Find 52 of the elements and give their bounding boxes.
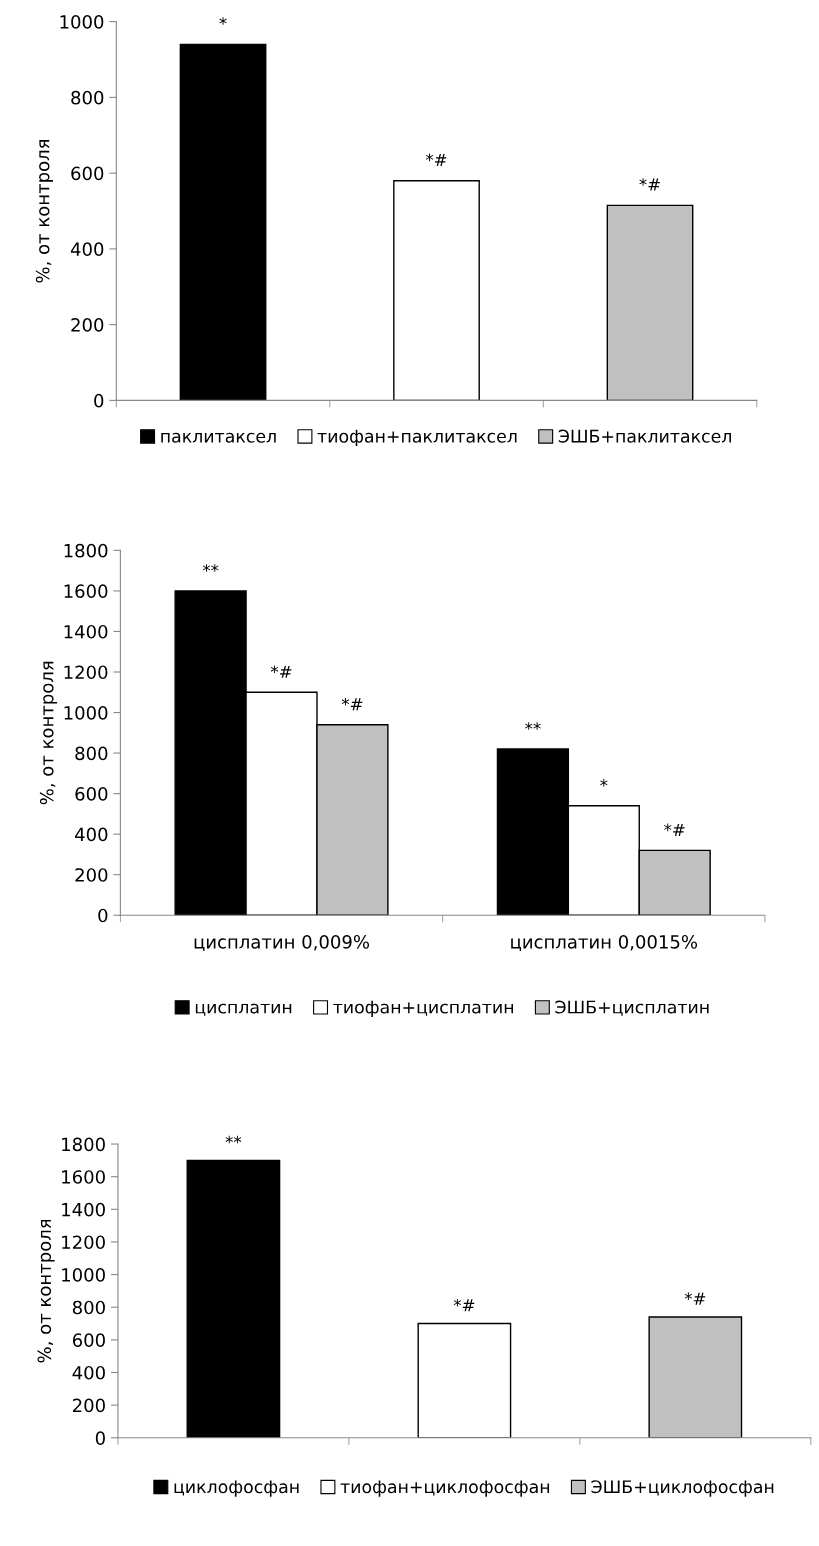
data-label: ** [202, 564, 219, 572]
y-tick-label: 1200 [62, 1235, 105, 1250]
y-tick-label: 800 [71, 90, 104, 105]
y-tick-label: 800 [75, 746, 108, 761]
y-tick-label: 600 [75, 787, 108, 801]
x-tick-label: цисплатин 0,009% [194, 935, 370, 951]
data-label: *# [270, 665, 292, 678]
y-tick-label: 400 [72, 1365, 105, 1380]
y-tick-label: 0 [94, 393, 104, 408]
legend-label: ЭШБ+цисплатин [555, 1000, 709, 1016]
data-label: *# [425, 153, 447, 166]
data-label: *# [639, 178, 660, 191]
data-label: *# [664, 823, 685, 836]
y-tick-label: 200 [71, 318, 104, 332]
y-tick-label: 0 [98, 908, 108, 923]
y-tick-label: 600 [72, 1333, 105, 1347]
legend-label: тиофан+циклофосфан [340, 1480, 550, 1497]
y-tick-label: 1600 [64, 584, 108, 599]
y-tick-label: 400 [75, 827, 108, 842]
y-tick-label: 200 [75, 868, 108, 882]
data-label: ** [525, 722, 541, 730]
y-tick-label: 1000 [62, 1268, 105, 1282]
y-axis-title: %, от контроля [35, 140, 53, 283]
data-label: *# [453, 1298, 475, 1312]
y-tick-label: 1800 [64, 543, 108, 558]
y-axis-title: %, от контроля [37, 1219, 55, 1363]
legend-label: ЭШБ+циклофосфан [591, 1480, 774, 1497]
legend-label: цисплатин [195, 1003, 292, 1016]
data-label: ** [225, 1135, 242, 1144]
y-tick-label: 600 [71, 166, 104, 181]
y-tick-label: 1600 [62, 1170, 105, 1184]
data-label: * [219, 17, 227, 25]
y-tick-label: 1400 [64, 624, 108, 639]
y-tick-label: 1200 [64, 665, 108, 680]
y-tick-label: 200 [72, 1398, 105, 1413]
y-tick-label: 1000 [60, 15, 104, 29]
y-tick-label: 1800 [62, 1137, 105, 1152]
y-axis-title: %, от контроля [39, 661, 58, 805]
x-tick-label: цисплатин 0,0015% [511, 935, 698, 951]
y-tick-label: 800 [72, 1300, 105, 1315]
data-label: * [600, 778, 608, 787]
legend-label: паклитаксел [161, 432, 276, 443]
data-label: *# [684, 1292, 706, 1305]
y-tick-label: 0 [95, 1431, 105, 1445]
legend-label: циклофосфан [174, 1480, 299, 1497]
legend-label: тиофан+цисплатин [333, 1000, 514, 1017]
y-tick-label: 1400 [62, 1202, 105, 1217]
y-tick-label: 1000 [64, 705, 108, 720]
data-label: *# [341, 697, 363, 711]
y-tick-label: 400 [70, 242, 104, 257]
legend-label: ЭШБ+паклитаксел [558, 429, 731, 443]
legend-label: тиофан+паклитаксел [317, 429, 517, 447]
